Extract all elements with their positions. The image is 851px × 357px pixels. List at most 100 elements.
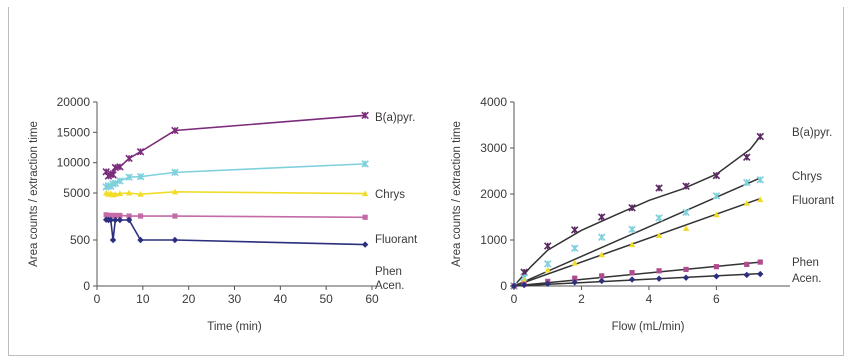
x-tick-label: 30 bbox=[228, 292, 242, 306]
data-point bbox=[597, 213, 606, 221]
data-point bbox=[171, 236, 179, 244]
data-point bbox=[742, 178, 751, 187]
series-label: Fluorant bbox=[375, 234, 418, 246]
series-label: Phen bbox=[375, 266, 402, 278]
data-point bbox=[361, 241, 369, 248]
y-axis-label: Area counts / extraction time bbox=[28, 121, 40, 267]
data-point bbox=[125, 154, 133, 163]
data-point bbox=[543, 260, 552, 268]
data-point bbox=[628, 204, 636, 212]
data-point bbox=[361, 160, 369, 168]
figure-frame bbox=[8, 7, 844, 356]
data-point bbox=[361, 190, 369, 197]
data-point bbox=[570, 244, 579, 253]
data-point bbox=[655, 214, 663, 222]
data-point bbox=[171, 188, 179, 195]
data-point bbox=[520, 281, 528, 289]
data-point bbox=[628, 276, 636, 283]
series-line bbox=[105, 114, 366, 178]
data-point bbox=[757, 270, 764, 278]
chart-flow: 0 2 4 6 0 1000 2000 3000 4000 Flow (mL/min) Area c… bbox=[451, 95, 835, 333]
chart-time: 0 10 20 30 40 50 60 0 500 5000 10000 15000 20000 Time… bbox=[28, 95, 418, 333]
fit-line bbox=[513, 272, 761, 287]
series bbox=[510, 270, 764, 290]
data-point bbox=[109, 236, 117, 244]
data-point bbox=[656, 268, 662, 274]
data-point bbox=[713, 264, 719, 270]
data-point bbox=[116, 177, 124, 185]
data-point bbox=[743, 200, 750, 206]
series bbox=[102, 160, 369, 191]
data-point bbox=[655, 232, 663, 238]
y-tick-label: 0 bbox=[83, 279, 90, 293]
series-label: Phen bbox=[792, 257, 819, 269]
series bbox=[103, 212, 368, 220]
series-label: Chrys bbox=[792, 171, 822, 183]
data-point bbox=[628, 241, 636, 248]
data-point bbox=[116, 190, 124, 197]
data-point bbox=[597, 233, 606, 242]
series bbox=[102, 188, 369, 198]
data-point bbox=[682, 225, 690, 232]
x-tick-label: 4 bbox=[646, 292, 653, 306]
data-point bbox=[598, 277, 605, 285]
series bbox=[102, 216, 369, 248]
series-label: Acen. bbox=[792, 273, 821, 285]
data-point bbox=[126, 213, 132, 219]
data-point bbox=[571, 279, 578, 286]
data-point bbox=[112, 212, 118, 219]
series-label: Acen. bbox=[375, 280, 404, 292]
data-point bbox=[756, 175, 765, 184]
series bbox=[510, 175, 765, 290]
data-point bbox=[172, 213, 178, 219]
x-tick-label: 0 bbox=[511, 292, 518, 306]
data-point bbox=[682, 274, 690, 281]
data-point bbox=[629, 270, 635, 276]
series-label: Fluorant bbox=[792, 195, 835, 207]
data-point bbox=[125, 173, 133, 181]
data-point bbox=[743, 271, 750, 279]
data-point bbox=[757, 196, 764, 203]
y-tick-label: 5000 bbox=[63, 186, 90, 200]
data-point bbox=[712, 192, 721, 200]
data-point bbox=[520, 268, 528, 276]
data-point bbox=[107, 216, 114, 224]
series-line bbox=[106, 218, 366, 246]
series-line bbox=[105, 190, 366, 196]
y-tick-label: 500 bbox=[70, 233, 90, 247]
fit-line bbox=[513, 177, 761, 287]
y-tick-label: 3000 bbox=[480, 141, 507, 155]
data-point bbox=[361, 111, 369, 120]
data-point bbox=[570, 226, 579, 234]
y-tick-label: 2000 bbox=[480, 187, 507, 201]
data-point bbox=[742, 153, 751, 161]
data-point bbox=[543, 242, 552, 250]
data-point bbox=[682, 182, 690, 190]
data-point bbox=[628, 225, 636, 234]
data-point bbox=[712, 171, 721, 180]
data-point bbox=[109, 171, 117, 179]
data-point bbox=[125, 216, 133, 224]
data-point bbox=[137, 213, 144, 219]
data-point bbox=[598, 251, 605, 258]
y-tick-label: 1000 bbox=[480, 233, 507, 247]
data-point bbox=[744, 261, 750, 267]
data-point bbox=[362, 214, 368, 220]
series-label: Chrys bbox=[375, 189, 405, 201]
data-point bbox=[116, 216, 124, 224]
data-point bbox=[572, 275, 578, 281]
x-axis-label: Time (min) bbox=[207, 321, 262, 333]
fit-line bbox=[513, 261, 761, 287]
data-point bbox=[571, 259, 578, 266]
data-point bbox=[713, 211, 720, 218]
series bbox=[102, 111, 369, 180]
series-label: B(a)pyr. bbox=[375, 112, 415, 124]
data-point bbox=[136, 172, 145, 181]
x-tick-label: 10 bbox=[136, 292, 150, 306]
fit-line bbox=[513, 197, 761, 287]
x-axis-label: Flow (mL/min) bbox=[612, 321, 685, 333]
series-label: B(a)pyr. bbox=[792, 127, 832, 139]
data-point bbox=[599, 273, 605, 279]
data-point bbox=[683, 266, 689, 273]
